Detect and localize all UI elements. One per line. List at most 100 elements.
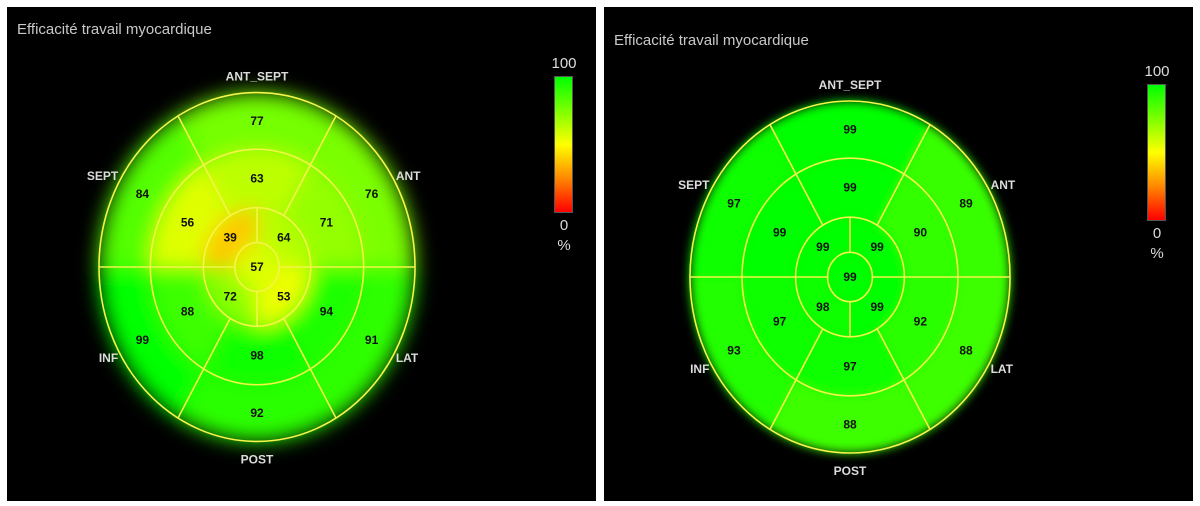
segment-fill-mid-post xyxy=(203,318,311,385)
segment-fill-basal-ant xyxy=(904,124,1010,277)
colorbar-min-label: 0 xyxy=(559,217,569,234)
wall-label-ant: ANT xyxy=(991,178,1016,192)
segment-value-apex: 99 xyxy=(843,270,857,284)
segment-value-apical-inf: 98 xyxy=(816,300,830,314)
segment-fill-apex xyxy=(827,252,873,302)
segment-fill-mid-sept xyxy=(150,165,231,267)
segment-fill-mid-ant xyxy=(877,174,958,277)
divider-mid xyxy=(283,164,312,217)
segment-value-apical-sept: 39 xyxy=(224,230,238,244)
segment-fill-mid-sept xyxy=(742,174,823,277)
segment-fill-basal-ant xyxy=(310,115,415,267)
divider-basal xyxy=(903,124,931,175)
wall-label-inf: INF xyxy=(690,362,709,376)
segment-value-mid-lat: 94 xyxy=(320,304,334,318)
segment-value-mid-lat: 92 xyxy=(914,315,928,329)
segment-value-mid-ant: 71 xyxy=(320,216,334,230)
segment-fill-basal-inf xyxy=(690,277,796,430)
chart-title: Efficacité travail myocardique xyxy=(614,32,809,49)
segment-fill-mid-inf xyxy=(742,277,823,380)
segment-value-apical-lat: 99 xyxy=(870,300,884,314)
segment-fill-mid-ant_sept xyxy=(203,149,311,216)
segment-fill-mid-lat xyxy=(877,277,958,380)
segment-value-basal-ant_sept: 77 xyxy=(250,114,264,128)
segment-value-mid-post: 98 xyxy=(250,349,264,363)
segment-value-apical-lat: 53 xyxy=(277,290,291,304)
divider-mid xyxy=(795,173,824,226)
segment-fill-basal-inf xyxy=(99,267,204,419)
segment-fill-apex xyxy=(234,242,280,292)
segment-value-basal-lat: 91 xyxy=(365,333,379,347)
segment-fill-mid-ant xyxy=(283,165,364,267)
colorbar-max-label: 100 xyxy=(1144,63,1170,80)
divider-mid xyxy=(283,317,312,370)
segment-fill-apical-lat xyxy=(850,277,905,337)
segment-fill-basal-ant_sept xyxy=(178,92,336,166)
segment-fill-basal-post xyxy=(178,368,336,442)
wall-label-ant: ANT xyxy=(396,169,421,183)
segment-value-apex: 57 xyxy=(250,260,264,274)
colorbar xyxy=(1147,84,1166,221)
colorbar-min-label: 0 xyxy=(1152,225,1162,242)
divider-mid xyxy=(202,164,231,217)
segment-value-mid-ant_sept: 63 xyxy=(250,171,264,185)
segment-value-basal-sept: 97 xyxy=(727,196,741,210)
divider-mid xyxy=(795,328,824,381)
segment-fill-apical-inf xyxy=(203,267,257,327)
divider-basal xyxy=(309,115,337,166)
segment-fill-mid-ant_sept xyxy=(796,158,904,226)
segment-fill-basal-sept xyxy=(99,115,204,267)
segment-fill-basal-lat xyxy=(310,267,415,419)
segment-fill-apical-ant xyxy=(257,207,311,267)
colorbar xyxy=(554,76,573,213)
wall-label-post: POST xyxy=(241,452,274,466)
bullseye-panel-right: Efficacité travail myocardique 99 89 88 88 9… xyxy=(604,7,1193,501)
segment-value-apical-sept: 99 xyxy=(816,240,830,254)
colorbar-max-label: 100 xyxy=(551,55,577,72)
segment-fill-mid-lat xyxy=(283,267,364,369)
segment-value-mid-sept: 99 xyxy=(773,225,787,239)
divider-basal xyxy=(177,368,205,419)
segment-fill-apical-inf xyxy=(795,277,850,337)
segment-fill-mid-post xyxy=(796,328,904,396)
segment-value-basal-lat: 88 xyxy=(959,344,973,358)
divider-mid xyxy=(202,317,231,370)
divider-basal xyxy=(769,124,797,175)
segment-value-apical-ant: 99 xyxy=(870,240,884,254)
segment-value-mid-ant: 90 xyxy=(914,225,928,239)
segment-value-basal-ant_sept: 99 xyxy=(843,123,857,137)
wall-label-lat: LAT xyxy=(991,362,1014,376)
colorbar-unit-label: % xyxy=(1150,245,1164,262)
divider-basal xyxy=(903,379,931,430)
segment-value-mid-sept: 56 xyxy=(181,216,195,230)
segment-fill-basal-ant_sept xyxy=(770,101,930,175)
divider-mid xyxy=(876,173,905,226)
segment-fill-apical-ant xyxy=(850,217,905,277)
segment-fill-basal-sept xyxy=(690,124,796,277)
segment-value-basal-post: 88 xyxy=(843,417,857,431)
segment-fill-basal-lat xyxy=(904,277,1010,430)
segment-value-mid-inf: 88 xyxy=(181,304,195,318)
segment-fill-apical-sept xyxy=(795,217,850,277)
segment-value-basal-ant: 89 xyxy=(959,196,973,210)
chart-title: Efficacité travail myocardique xyxy=(17,21,212,38)
segment-value-basal-ant: 76 xyxy=(365,187,379,201)
wall-label-post: POST xyxy=(834,464,867,478)
wall-label-ant_sept: ANT_SEPT xyxy=(819,78,882,92)
segment-value-basal-post: 92 xyxy=(250,406,264,420)
bullseye-chart-right: 99 89 88 88 93 97 99 90 92 97 97 99 99 99 98 99 99 ANT_SE… xyxy=(678,78,1016,478)
segment-value-basal-inf: 99 xyxy=(136,333,150,347)
segment-fill-apical-lat xyxy=(257,267,311,327)
segment-value-apical-inf: 72 xyxy=(224,290,238,304)
segment-fill-apical-sept xyxy=(203,207,257,267)
segment-value-basal-inf: 93 xyxy=(727,344,741,358)
segment-value-mid-ant_sept: 99 xyxy=(843,181,857,195)
segment-value-basal-sept: 84 xyxy=(136,187,150,201)
bullseye-panel-left: Efficacité travail myocardique 77 76 91 92 9… xyxy=(7,7,596,501)
wall-label-sept: SEPT xyxy=(678,178,710,192)
wall-label-ant_sept: ANT_SEPT xyxy=(226,70,289,84)
colorbar-unit-label: % xyxy=(557,237,571,254)
segment-value-mid-post: 97 xyxy=(843,359,857,373)
bullseye-chart-left: 77 76 91 92 99 84 63 71 94 98 88 56 64 53 72 39 57 ANT_SE… xyxy=(87,70,421,467)
wall-label-sept: SEPT xyxy=(87,169,119,183)
